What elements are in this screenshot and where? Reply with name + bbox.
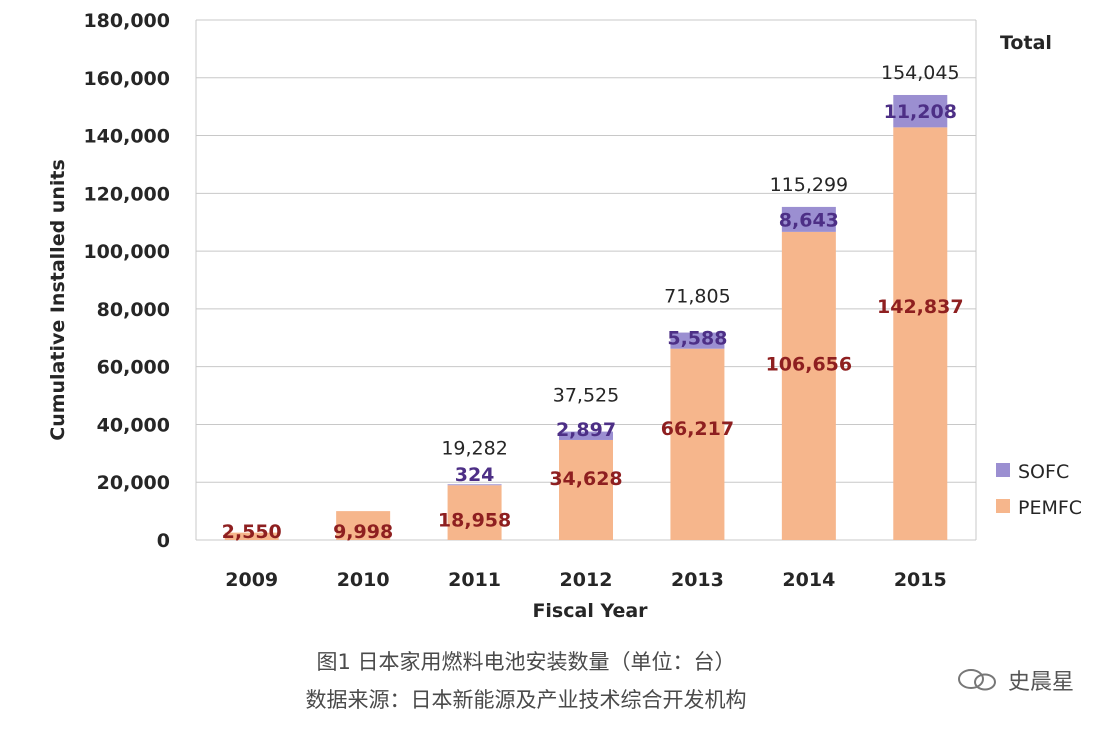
x-tick-label: 2012 <box>560 569 613 591</box>
wechat-icon <box>957 669 996 691</box>
total-header: Total <box>1000 32 1052 54</box>
total-label: 154,045 <box>881 62 960 84</box>
figure-source: 数据来源：日本新能源及产业技术综合开发机构 <box>305 688 747 712</box>
bar-sofc <box>559 431 613 440</box>
y-tick-label: 120,000 <box>83 183 170 205</box>
bar-pemfc <box>781 231 836 540</box>
bar-pemfc <box>336 511 391 540</box>
bar-pemfc <box>447 485 502 540</box>
legend-pemfc-swatch <box>996 499 1010 513</box>
bar-pemfc <box>893 127 948 541</box>
y-axis-ticks: 0 20,000 40,000 60,000 80,000 100,000 120,000 1… <box>83 10 170 552</box>
bar-pemfc <box>224 532 279 540</box>
grid-lines <box>195 19 977 541</box>
total-label: 37,525 <box>553 385 619 407</box>
legend-sofc-swatch <box>996 463 1010 477</box>
pemfc-data-label: 2,550 <box>222 521 282 543</box>
chart: 0 20,000 40,000 60,000 80,000 100,000 120,000 1… <box>47 10 1082 622</box>
y-tick-label: 60,000 <box>97 357 170 379</box>
y-tick-label: 40,000 <box>97 414 170 436</box>
figure-caption: 图1 日本家用燃料电池安装数量（单位：台） <box>316 650 736 674</box>
bars: 2,550 9,998 18,958 324 19,282 34,628 2,897 37,5… <box>222 62 964 543</box>
legend-pemfc-label: PEMFC <box>1018 497 1082 519</box>
y-axis-title: Cumulative Installed units <box>47 159 69 441</box>
y-tick-label: 140,000 <box>83 126 170 148</box>
x-tick-label: 2014 <box>782 569 835 591</box>
watermark: 史晨星 <box>956 664 1074 696</box>
total-label: 19,282 <box>441 437 507 459</box>
y-tick-label: 20,000 <box>97 472 170 494</box>
watermark-text: 史晨星 <box>1007 670 1074 695</box>
total-label: 71,805 <box>664 286 730 308</box>
pemfc-data-label: 34,628 <box>549 468 622 490</box>
x-axis-ticks: 2009 2010 2011 2012 2013 2014 2015 <box>225 569 946 591</box>
legend: SOFC PEMFC <box>996 461 1082 519</box>
bar-sofc <box>670 332 725 349</box>
bar-pemfc <box>670 348 725 540</box>
sofc-data-label: 8,643 <box>779 209 839 231</box>
bar-sofc <box>447 484 502 486</box>
bar-pemfc <box>559 439 613 540</box>
sofc-data-label: 2,897 <box>556 419 616 441</box>
total-label: 115,299 <box>770 174 849 196</box>
x-tick-label: 2013 <box>671 569 724 591</box>
x-axis-title: Fiscal Year <box>532 600 648 622</box>
y-tick-label: 80,000 <box>97 299 170 321</box>
pemfc-data-label: 18,958 <box>438 510 511 532</box>
pemfc-data-label: 142,837 <box>877 296 964 318</box>
y-tick-label: 100,000 <box>83 241 170 263</box>
sofc-data-label: 11,208 <box>884 101 957 123</box>
y-tick-label: 0 <box>157 530 170 552</box>
pemfc-data-label: 106,656 <box>766 354 853 376</box>
bar-sofc <box>893 94 948 128</box>
sofc-data-label: 324 <box>455 464 495 486</box>
x-tick-label: 2009 <box>225 569 278 591</box>
pemfc-data-label: 9,998 <box>333 521 393 543</box>
bar-sofc <box>781 206 836 232</box>
pemfc-data-label: 66,217 <box>661 418 734 440</box>
y-tick-label: 160,000 <box>83 68 170 90</box>
x-tick-label: 2011 <box>448 569 501 591</box>
y-tick-label: 180,000 <box>83 10 170 32</box>
legend-sofc-label: SOFC <box>1018 461 1069 483</box>
x-tick-label: 2010 <box>337 569 390 591</box>
x-tick-label: 2015 <box>894 569 947 591</box>
sofc-data-label: 5,588 <box>667 328 727 350</box>
